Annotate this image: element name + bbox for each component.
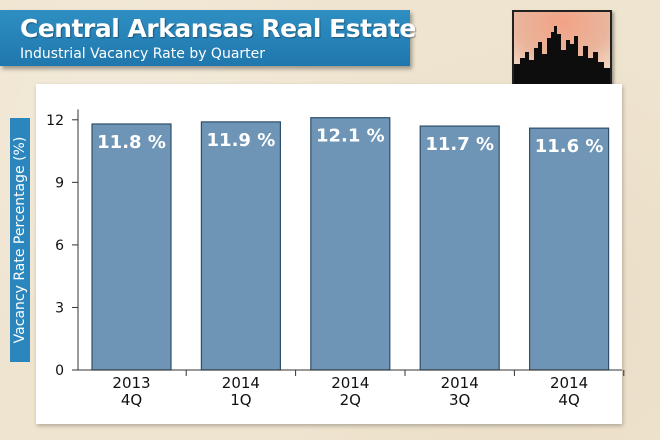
x-tick-label: 2014: [331, 374, 369, 392]
x-tick-label: 2013: [112, 374, 150, 392]
city-skyline-graphic: [514, 12, 610, 86]
data-label: 11.7 %: [425, 134, 494, 155]
page-title: Central Arkansas Real Estate: [20, 14, 416, 43]
bar: [419, 125, 500, 371]
x-tick-label: 3Q: [449, 391, 470, 409]
y-tick-label: 0: [55, 363, 64, 379]
bar: [310, 117, 391, 371]
data-label: 11.9 %: [207, 130, 276, 151]
page-subtitle: Industrial Vacancy Rate by Quarter: [20, 46, 266, 62]
bar: [528, 127, 610, 371]
y-tick-label: 12: [46, 113, 64, 129]
bar: [200, 121, 281, 371]
data-label: 11.6 %: [535, 136, 604, 157]
data-label: 12.1 %: [316, 126, 385, 147]
x-tick-label: 2014: [222, 374, 260, 392]
y-axis: 0 3 6 9 12: [46, 109, 79, 379]
x-tick-label: 4Q: [121, 391, 142, 409]
bar: [91, 123, 172, 371]
x-tick-label: 2014: [441, 374, 479, 392]
city-skyline-icon: [512, 10, 612, 88]
x-tick-label: 4Q: [558, 391, 579, 409]
y-tick-label: 3: [55, 300, 64, 316]
bars: 11.8 % 11.9 % 12.1 % 11.7 % 11.6 %: [91, 117, 610, 371]
x-tick-label: 1Q: [230, 391, 251, 409]
data-label: 11.8 %: [97, 132, 166, 153]
title-banner: Central Arkansas Real Estate Industrial …: [0, 10, 416, 66]
y-axis-label-box: [10, 118, 30, 362]
x-tick-label: 2Q: [340, 391, 361, 409]
y-tick-label: 9: [55, 175, 64, 191]
x-tick-label: 2014: [550, 374, 588, 392]
y-tick-label: 6: [55, 238, 64, 254]
